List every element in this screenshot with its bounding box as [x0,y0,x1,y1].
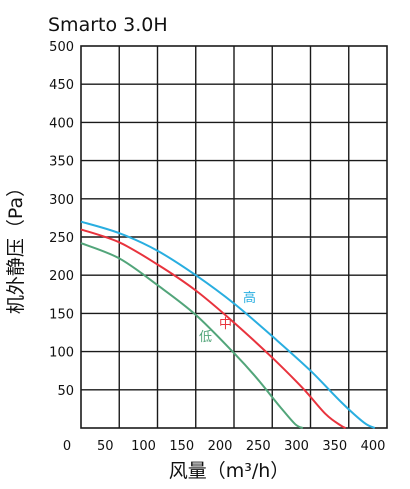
x-tick-label: 400 [361,439,386,454]
y-tick-label: 350 [49,155,74,170]
x-tick-label: 300 [284,439,309,454]
series-label: 中 [219,317,232,332]
y-tick-label: 250 [49,231,74,246]
y-tick-label: 500 [49,40,74,55]
series-line-低 [80,242,304,429]
x-tick-label: 250 [246,439,271,454]
series-labels: 高中低 [199,290,256,345]
y-tick-label: 50 [57,384,74,399]
series-line-高 [80,220,376,429]
y-tick-label: 300 [49,193,74,208]
x-tick-label: 50 [97,439,114,454]
chart-title: Smarto 3.0H [48,14,168,36]
series-label: 高 [243,290,256,306]
x-tick-label: 350 [322,439,347,454]
y-tick-label: 200 [49,269,74,284]
x-tick-label: 0 [63,439,71,454]
x-axis-label: 风量（m³/h） [169,460,290,482]
y-axis-label: 机外静压（Pa） [5,178,27,314]
x-tick-label: 100 [131,439,156,454]
y-tick-label: 400 [49,116,74,131]
x-tick-labels: 0 50 100 150 200 250 300 350 400 [63,439,386,454]
series-lines [80,220,376,429]
y-tick-label: 100 [49,346,74,361]
y-tick-label: 450 [49,78,74,93]
series-line-中 [80,228,347,429]
series-label: 低 [199,330,212,345]
y-tick-label: 150 [49,307,74,322]
y-tick-labels: 50 100 150 200 250 300 350 400 450 500 [49,40,74,399]
x-tick-label: 150 [169,439,194,454]
x-tick-label: 200 [208,439,233,454]
gridlines [81,46,387,428]
